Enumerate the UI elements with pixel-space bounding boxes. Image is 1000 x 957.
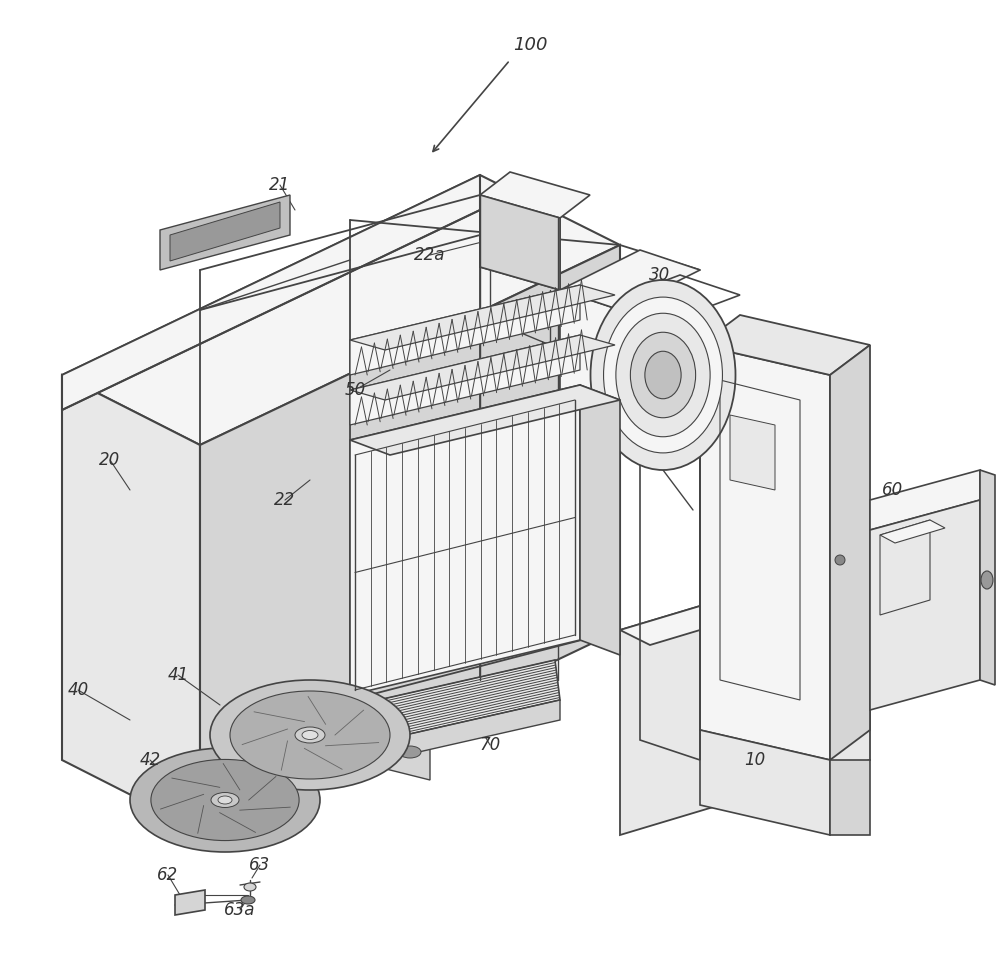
- Polygon shape: [290, 660, 560, 760]
- Text: 42: 42: [139, 751, 161, 769]
- Text: 40: 40: [67, 681, 89, 699]
- Polygon shape: [350, 285, 580, 375]
- Ellipse shape: [230, 691, 390, 779]
- Polygon shape: [350, 335, 615, 400]
- Polygon shape: [350, 285, 615, 350]
- Polygon shape: [560, 250, 700, 310]
- Text: 63: 63: [249, 856, 271, 874]
- Ellipse shape: [151, 760, 299, 840]
- Polygon shape: [62, 175, 620, 445]
- Polygon shape: [160, 195, 290, 270]
- Ellipse shape: [981, 571, 993, 589]
- Polygon shape: [350, 385, 580, 695]
- Ellipse shape: [590, 280, 736, 470]
- Polygon shape: [980, 470, 995, 685]
- Ellipse shape: [835, 555, 845, 565]
- Ellipse shape: [324, 734, 346, 746]
- Polygon shape: [295, 700, 560, 780]
- Text: 30: 30: [649, 266, 671, 284]
- Polygon shape: [170, 202, 280, 261]
- Polygon shape: [730, 415, 775, 490]
- Ellipse shape: [244, 883, 256, 891]
- Polygon shape: [62, 175, 480, 410]
- Polygon shape: [870, 500, 980, 710]
- Text: 62: 62: [157, 866, 179, 884]
- Polygon shape: [880, 520, 930, 615]
- Text: 63a: 63a: [224, 901, 256, 919]
- Text: 41: 41: [167, 666, 189, 684]
- Polygon shape: [62, 375, 200, 830]
- Polygon shape: [480, 172, 590, 218]
- Text: 50: 50: [344, 381, 366, 399]
- Polygon shape: [830, 345, 870, 760]
- Polygon shape: [200, 245, 620, 830]
- Ellipse shape: [249, 752, 271, 764]
- Ellipse shape: [241, 896, 255, 904]
- Polygon shape: [700, 730, 830, 835]
- Ellipse shape: [210, 680, 410, 790]
- Polygon shape: [200, 720, 350, 800]
- Text: 70: 70: [479, 736, 501, 754]
- Ellipse shape: [399, 746, 421, 758]
- Polygon shape: [880, 520, 945, 543]
- Polygon shape: [560, 290, 620, 545]
- Text: 60: 60: [882, 481, 904, 499]
- Polygon shape: [480, 195, 560, 290]
- Ellipse shape: [302, 730, 318, 740]
- Ellipse shape: [630, 332, 696, 418]
- Text: 20: 20: [99, 451, 121, 469]
- Ellipse shape: [295, 727, 325, 743]
- Polygon shape: [350, 720, 430, 780]
- Polygon shape: [870, 470, 980, 530]
- Polygon shape: [350, 335, 580, 425]
- Ellipse shape: [130, 748, 320, 852]
- Polygon shape: [175, 890, 205, 915]
- Polygon shape: [480, 195, 560, 290]
- Ellipse shape: [616, 313, 710, 436]
- Polygon shape: [620, 555, 870, 835]
- Text: 22a: 22a: [414, 246, 446, 264]
- Ellipse shape: [645, 351, 681, 399]
- Polygon shape: [700, 315, 870, 375]
- Ellipse shape: [218, 796, 232, 804]
- Polygon shape: [580, 385, 620, 655]
- Ellipse shape: [604, 297, 722, 453]
- Ellipse shape: [211, 792, 239, 808]
- Polygon shape: [830, 760, 870, 835]
- Polygon shape: [700, 345, 830, 760]
- Text: 22: 22: [274, 491, 296, 509]
- Text: 10: 10: [744, 751, 766, 769]
- Polygon shape: [620, 555, 900, 645]
- Text: 21: 21: [269, 176, 291, 194]
- Polygon shape: [350, 385, 620, 455]
- Text: 100: 100: [513, 36, 547, 54]
